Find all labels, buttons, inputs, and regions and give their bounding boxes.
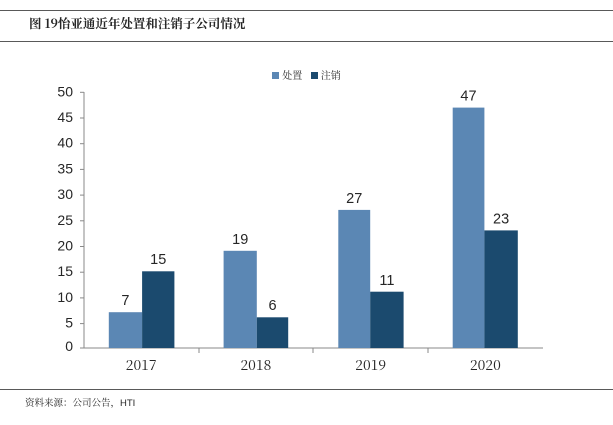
svg-text:7: 7 [121, 293, 129, 309]
svg-text:2020: 2020 [470, 355, 501, 375]
svg-text:47: 47 [460, 89, 476, 105]
svg-text:5: 5 [65, 315, 73, 331]
svg-text:30: 30 [57, 186, 73, 202]
svg-text:2017: 2017 [126, 355, 157, 375]
svg-text:11: 11 [379, 273, 394, 289]
svg-text:2019: 2019 [355, 355, 386, 375]
svg-text:10: 10 [57, 289, 73, 305]
svg-text:35: 35 [57, 160, 73, 176]
svg-text:50: 50 [57, 83, 73, 99]
svg-text:15: 15 [57, 263, 73, 279]
svg-text:19: 19 [232, 232, 248, 248]
svg-text:20: 20 [57, 238, 73, 254]
svg-text:25: 25 [57, 212, 73, 228]
svg-text:0: 0 [65, 338, 73, 354]
svg-text:2018: 2018 [240, 355, 271, 375]
svg-text:23: 23 [493, 211, 509, 227]
svg-text:40: 40 [57, 135, 73, 151]
svg-text:15: 15 [150, 252, 166, 268]
svg-text:27: 27 [346, 191, 362, 207]
svg-text:45: 45 [57, 109, 73, 125]
svg-text:6: 6 [268, 298, 276, 314]
